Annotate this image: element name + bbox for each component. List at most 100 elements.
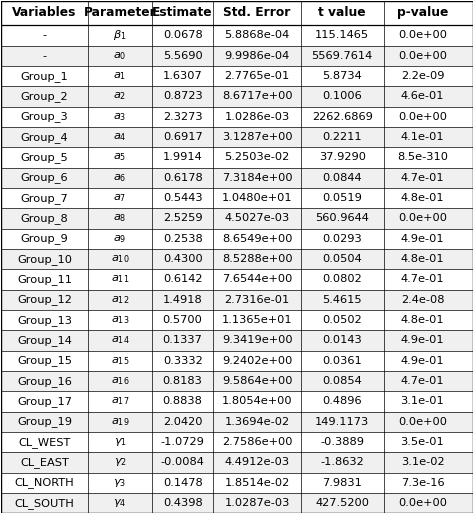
Text: CL_EAST: CL_EAST bbox=[20, 457, 69, 468]
Bar bbox=[0, 473, 474, 493]
Text: 2.7586e+00: 2.7586e+00 bbox=[222, 437, 292, 447]
Bar bbox=[0, 310, 474, 331]
Text: $a_{3}$: $a_{3}$ bbox=[113, 111, 127, 123]
Text: Group_4: Group_4 bbox=[20, 132, 68, 142]
Text: -1.0729: -1.0729 bbox=[161, 437, 205, 447]
Text: -: - bbox=[42, 51, 46, 61]
Text: 0.4398: 0.4398 bbox=[163, 498, 202, 508]
Text: $a_{15}$: $a_{15}$ bbox=[111, 355, 129, 366]
Text: $a_{6}$: $a_{6}$ bbox=[113, 172, 127, 183]
Text: 0.0e+00: 0.0e+00 bbox=[398, 30, 447, 41]
Text: 1.0286e-03: 1.0286e-03 bbox=[225, 112, 290, 122]
Text: 1.0480e+01: 1.0480e+01 bbox=[222, 193, 292, 203]
Text: 4.9e-01: 4.9e-01 bbox=[401, 336, 444, 345]
Text: Group_10: Group_10 bbox=[17, 254, 72, 265]
Bar bbox=[0, 66, 474, 86]
Text: $\gamma_{4}$: $\gamma_{4}$ bbox=[113, 497, 127, 509]
Text: $a_{12}$: $a_{12}$ bbox=[111, 294, 129, 306]
Text: 3.1e-02: 3.1e-02 bbox=[401, 457, 444, 467]
Text: Variables: Variables bbox=[12, 7, 77, 20]
Text: Group_5: Group_5 bbox=[20, 152, 68, 163]
Text: 2.0420: 2.0420 bbox=[163, 417, 202, 427]
Text: $a_{5}$: $a_{5}$ bbox=[113, 152, 127, 163]
Text: 1.0287e-03: 1.0287e-03 bbox=[224, 498, 290, 508]
Text: 4.8e-01: 4.8e-01 bbox=[401, 254, 444, 264]
Text: 0.0504: 0.0504 bbox=[322, 254, 362, 264]
Text: 2.2e-09: 2.2e-09 bbox=[401, 71, 444, 81]
Text: Group_9: Group_9 bbox=[20, 233, 68, 244]
Text: $a_{13}$: $a_{13}$ bbox=[111, 314, 129, 326]
Text: 0.0502: 0.0502 bbox=[322, 315, 362, 325]
Text: 1.1365e+01: 1.1365e+01 bbox=[222, 315, 292, 325]
Text: 0.0143: 0.0143 bbox=[322, 336, 362, 345]
Text: $a_{1}$: $a_{1}$ bbox=[113, 70, 127, 82]
Text: 0.6142: 0.6142 bbox=[163, 274, 202, 284]
Bar bbox=[0, 148, 474, 168]
Text: $a_{8}$: $a_{8}$ bbox=[113, 213, 127, 225]
Text: $\gamma_{2}$: $\gamma_{2}$ bbox=[113, 456, 127, 468]
Text: 3.1e-01: 3.1e-01 bbox=[401, 396, 444, 407]
Text: 4.8e-01: 4.8e-01 bbox=[401, 193, 444, 203]
Text: $a_{16}$: $a_{16}$ bbox=[111, 375, 129, 387]
Bar bbox=[0, 289, 474, 310]
Text: Group_15: Group_15 bbox=[17, 355, 72, 366]
Text: 0.0519: 0.0519 bbox=[322, 193, 362, 203]
Text: 5.4615: 5.4615 bbox=[322, 295, 362, 305]
Text: Group_17: Group_17 bbox=[17, 396, 72, 407]
Text: 1.8514e-02: 1.8514e-02 bbox=[225, 478, 290, 488]
Text: $a_{10}$: $a_{10}$ bbox=[111, 253, 129, 265]
Text: 9.3419e+00: 9.3419e+00 bbox=[222, 336, 292, 345]
Text: -1.8632: -1.8632 bbox=[320, 457, 364, 467]
Text: 0.1478: 0.1478 bbox=[163, 478, 202, 488]
Bar bbox=[0, 106, 474, 127]
Text: Group_7: Group_7 bbox=[20, 193, 68, 204]
Text: $\beta_1$: $\beta_1$ bbox=[113, 28, 127, 43]
Text: $a_{0}$: $a_{0}$ bbox=[113, 50, 127, 62]
Bar bbox=[0, 351, 474, 371]
Text: 0.0293: 0.0293 bbox=[322, 234, 362, 244]
Text: Group_3: Group_3 bbox=[20, 112, 68, 122]
Text: Group_13: Group_13 bbox=[17, 315, 72, 325]
Text: Group_12: Group_12 bbox=[17, 295, 72, 305]
Text: 0.6178: 0.6178 bbox=[163, 173, 202, 183]
Text: 560.9644: 560.9644 bbox=[315, 213, 369, 224]
Bar bbox=[0, 229, 474, 249]
Text: 2.7765e-01: 2.7765e-01 bbox=[225, 71, 290, 81]
Text: Group_16: Group_16 bbox=[17, 376, 72, 387]
Text: 2.4e-08: 2.4e-08 bbox=[401, 295, 444, 305]
Text: 4.6e-01: 4.6e-01 bbox=[401, 91, 444, 101]
Bar bbox=[0, 269, 474, 289]
Bar bbox=[0, 249, 474, 269]
Text: $\gamma_{1}$: $\gamma_{1}$ bbox=[113, 436, 127, 448]
Text: 4.5027e-03: 4.5027e-03 bbox=[225, 213, 290, 224]
Text: 5569.7614: 5569.7614 bbox=[311, 51, 373, 61]
Text: $a_{7}$: $a_{7}$ bbox=[113, 192, 127, 204]
Text: CL_WEST: CL_WEST bbox=[18, 437, 71, 448]
Text: Estimate: Estimate bbox=[152, 7, 213, 20]
Bar bbox=[0, 371, 474, 391]
Text: 0.0e+00: 0.0e+00 bbox=[398, 417, 447, 427]
Text: 0.6917: 0.6917 bbox=[163, 132, 202, 142]
Bar bbox=[0, 432, 474, 452]
Text: $a_{14}$: $a_{14}$ bbox=[111, 335, 129, 346]
Text: -0.3889: -0.3889 bbox=[320, 437, 364, 447]
Text: 2262.6869: 2262.6869 bbox=[312, 112, 373, 122]
Text: $a_{9}$: $a_{9}$ bbox=[113, 233, 127, 245]
Text: Group_14: Group_14 bbox=[17, 335, 72, 346]
Text: 2.5259: 2.5259 bbox=[163, 213, 202, 224]
Text: 0.0e+00: 0.0e+00 bbox=[398, 498, 447, 508]
Bar bbox=[0, 452, 474, 473]
Text: $a_{17}$: $a_{17}$ bbox=[111, 396, 129, 408]
Text: 0.0e+00: 0.0e+00 bbox=[398, 213, 447, 224]
Text: 4.9e-01: 4.9e-01 bbox=[401, 356, 444, 366]
Text: 1.4918: 1.4918 bbox=[163, 295, 202, 305]
Bar bbox=[0, 331, 474, 351]
Text: CL_SOUTH: CL_SOUTH bbox=[15, 498, 74, 508]
Text: 0.0678: 0.0678 bbox=[163, 30, 202, 41]
Text: -0.0084: -0.0084 bbox=[161, 457, 205, 467]
Text: 0.8838: 0.8838 bbox=[163, 396, 202, 407]
Text: 8.5288e+00: 8.5288e+00 bbox=[222, 254, 292, 264]
Text: 4.4912e-03: 4.4912e-03 bbox=[225, 457, 290, 467]
Text: 8.6717e+00: 8.6717e+00 bbox=[222, 91, 292, 101]
Text: 7.9831: 7.9831 bbox=[322, 478, 362, 488]
